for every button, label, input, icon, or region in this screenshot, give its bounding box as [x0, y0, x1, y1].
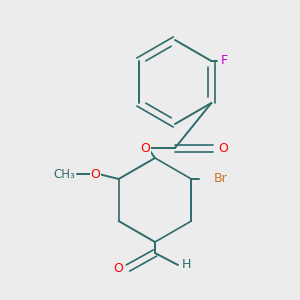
Text: Br: Br [213, 172, 227, 185]
Text: O: O [218, 142, 228, 154]
Text: F: F [221, 55, 228, 68]
Text: O: O [91, 167, 100, 181]
Text: H: H [181, 259, 191, 272]
Text: O: O [140, 142, 150, 154]
Text: CH₃: CH₃ [54, 167, 76, 181]
Text: O: O [113, 262, 123, 275]
